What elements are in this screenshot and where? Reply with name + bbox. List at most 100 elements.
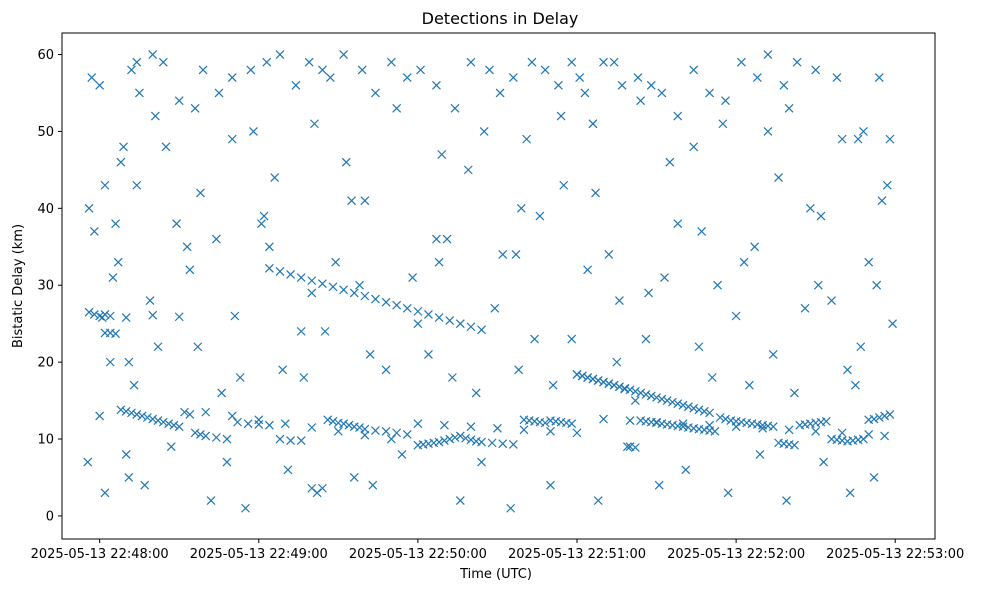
data-point [697,226,707,236]
data-point [413,319,423,329]
data-point [201,431,211,441]
data-point [355,423,364,432]
data-point [872,280,882,290]
data-point [546,426,555,436]
data-point [843,365,852,375]
data-point [439,420,449,430]
data-point [291,80,301,90]
data-point [349,473,359,482]
data-point [121,449,131,459]
data-point [386,57,396,67]
data-point [100,488,110,498]
data-point [299,373,309,382]
data-point [856,342,866,352]
data-point [832,73,842,83]
data-point [715,413,725,422]
data-point [371,426,380,435]
data-point [402,303,412,313]
data-point [612,357,622,367]
data-point [657,394,667,404]
data-point [127,65,136,75]
data-point [381,365,391,375]
data-point [885,134,895,144]
data-point [166,442,176,452]
data-point [365,350,375,359]
data-point [779,80,789,90]
data-point [790,388,799,398]
data-point [368,480,378,490]
data-point [84,203,94,213]
data-point [339,50,349,59]
data-point [264,242,274,252]
data-point [413,419,423,429]
data-point [673,219,683,229]
data-point [434,257,444,267]
data-point [317,279,327,289]
data-point [535,211,545,221]
data-point [466,422,476,432]
data-point [877,196,887,206]
data-point [821,416,831,426]
data-point [105,357,115,367]
data-point [455,496,465,505]
data-point [864,257,874,267]
y-tick-label: 40 [37,202,54,217]
data-point [699,406,709,416]
data-point [540,65,550,75]
chart-title: Detections in Delay [422,9,579,28]
data-point [256,219,266,229]
data-point [731,422,741,432]
data-point [182,242,192,252]
data-point [546,480,555,490]
data-point [516,203,526,213]
data-point [508,73,518,83]
data-point [888,319,897,329]
data-point [135,88,144,98]
data-point [593,376,603,386]
x-tick-label: 2025-05-13 22:53:00 [826,547,964,562]
data-point [567,334,577,344]
data-point [310,119,319,129]
data-point [880,411,890,421]
data-point [463,165,473,175]
data-point [768,350,778,359]
data-point [858,127,868,136]
data-point [286,270,296,279]
data-point [723,488,733,498]
data-point [853,134,863,144]
data-point [95,311,105,321]
data-point [633,73,643,83]
data-point [519,425,529,435]
data-point [800,303,810,313]
data-point [556,111,566,121]
data-point [784,103,794,113]
data-point [243,419,253,429]
data-point [604,379,614,389]
data-point [593,496,603,505]
data-point [450,433,460,442]
data-point [121,406,131,416]
data-point [434,313,444,322]
data-point [142,413,152,422]
data-point [180,407,189,417]
data-point [599,377,608,387]
data-point [471,388,481,398]
data-point [235,373,245,382]
data-point [158,417,168,427]
data-point [185,265,195,275]
data-point [124,473,134,482]
data-point [498,439,508,449]
x-axis-label: Time (UTC) [459,567,532,582]
data-point [211,433,221,442]
data-point [331,257,341,267]
data-point [678,419,688,429]
data-point [588,119,598,129]
data-point [304,57,314,67]
data-point [572,428,582,438]
data-point [121,313,131,322]
data-point [442,234,452,244]
data-point [527,57,537,67]
plot-frame [61,32,936,540]
data-point [148,310,158,320]
marks-layer [83,50,897,513]
